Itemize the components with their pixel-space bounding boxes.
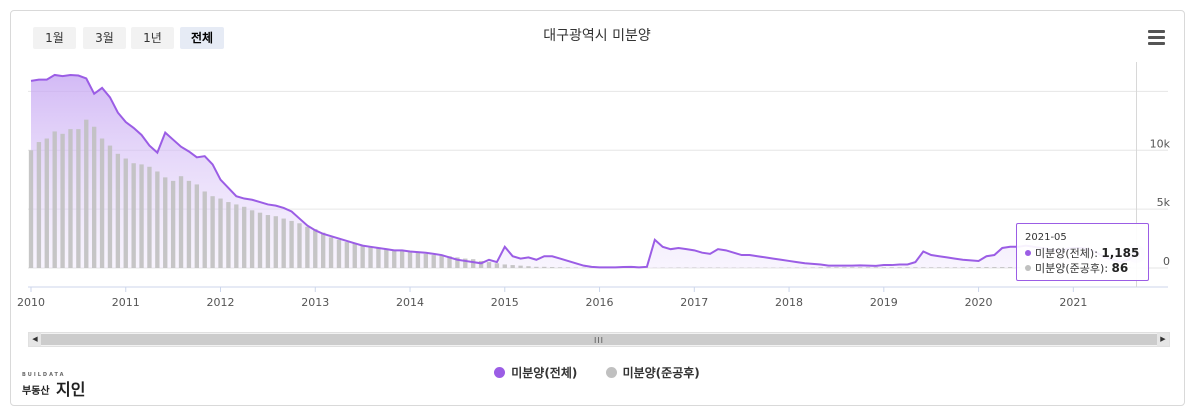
tooltip-completed-name: 미분양(준공후): [1035, 262, 1105, 275]
chart-legend: 미분양(전체) 미분양(준공후): [0, 364, 1194, 381]
tooltip-total-name: 미분양(전체): [1035, 247, 1095, 260]
logo-text-b: 지인: [56, 380, 86, 399]
range-button-3[interactable]: 전체: [180, 27, 224, 49]
arrow-right-icon[interactable]: ▶: [1157, 333, 1169, 346]
chart-tooltip: 2021-05 미분양(전체): 1,185 미분양(준공후): 86: [1016, 223, 1149, 281]
logo-text-a: 부동산: [22, 386, 50, 397]
chart-title: 대구광역시 미분양: [543, 28, 651, 44]
range-button-1[interactable]: 3월: [83, 27, 126, 49]
legend-item-completed[interactable]: 미분양(준공후): [605, 364, 700, 381]
scrollbar-grip: III: [593, 336, 605, 345]
legend-total-dot: [494, 367, 506, 378]
range-button-2[interactable]: 1년: [131, 27, 174, 49]
scrollbar-thumb[interactable]: III: [41, 334, 1157, 345]
logo-small-text: BUILDATA: [22, 372, 66, 378]
range-button-0[interactable]: 1월: [33, 27, 76, 49]
legend-item-total[interactable]: 미분양(전체): [494, 364, 577, 381]
tooltip-total-value: 1,185: [1101, 246, 1140, 260]
brand-logo: BUILDATA 부동산 지인: [22, 372, 92, 400]
legend-total-label: 미분양(전체): [511, 366, 578, 380]
legend-completed-label: 미분양(준공후): [622, 366, 700, 380]
tooltip-total-dot: [1025, 250, 1031, 256]
tooltip-completed-value: 86: [1111, 261, 1129, 275]
hamburger-menu-icon[interactable]: [1148, 30, 1170, 48]
tooltip-row-total: 미분양(전체): 1,185: [1025, 246, 1148, 261]
tooltip-date: 2021-05: [1025, 232, 1067, 243]
arrow-left-icon[interactable]: ◀: [29, 333, 41, 346]
tooltip-row-completed: 미분양(준공후): 86: [1025, 261, 1148, 276]
legend-completed-dot: [605, 367, 617, 378]
tooltip-completed-dot: [1025, 265, 1031, 271]
navigator-scrollbar[interactable]: ◀ III ▶: [28, 332, 1170, 347]
